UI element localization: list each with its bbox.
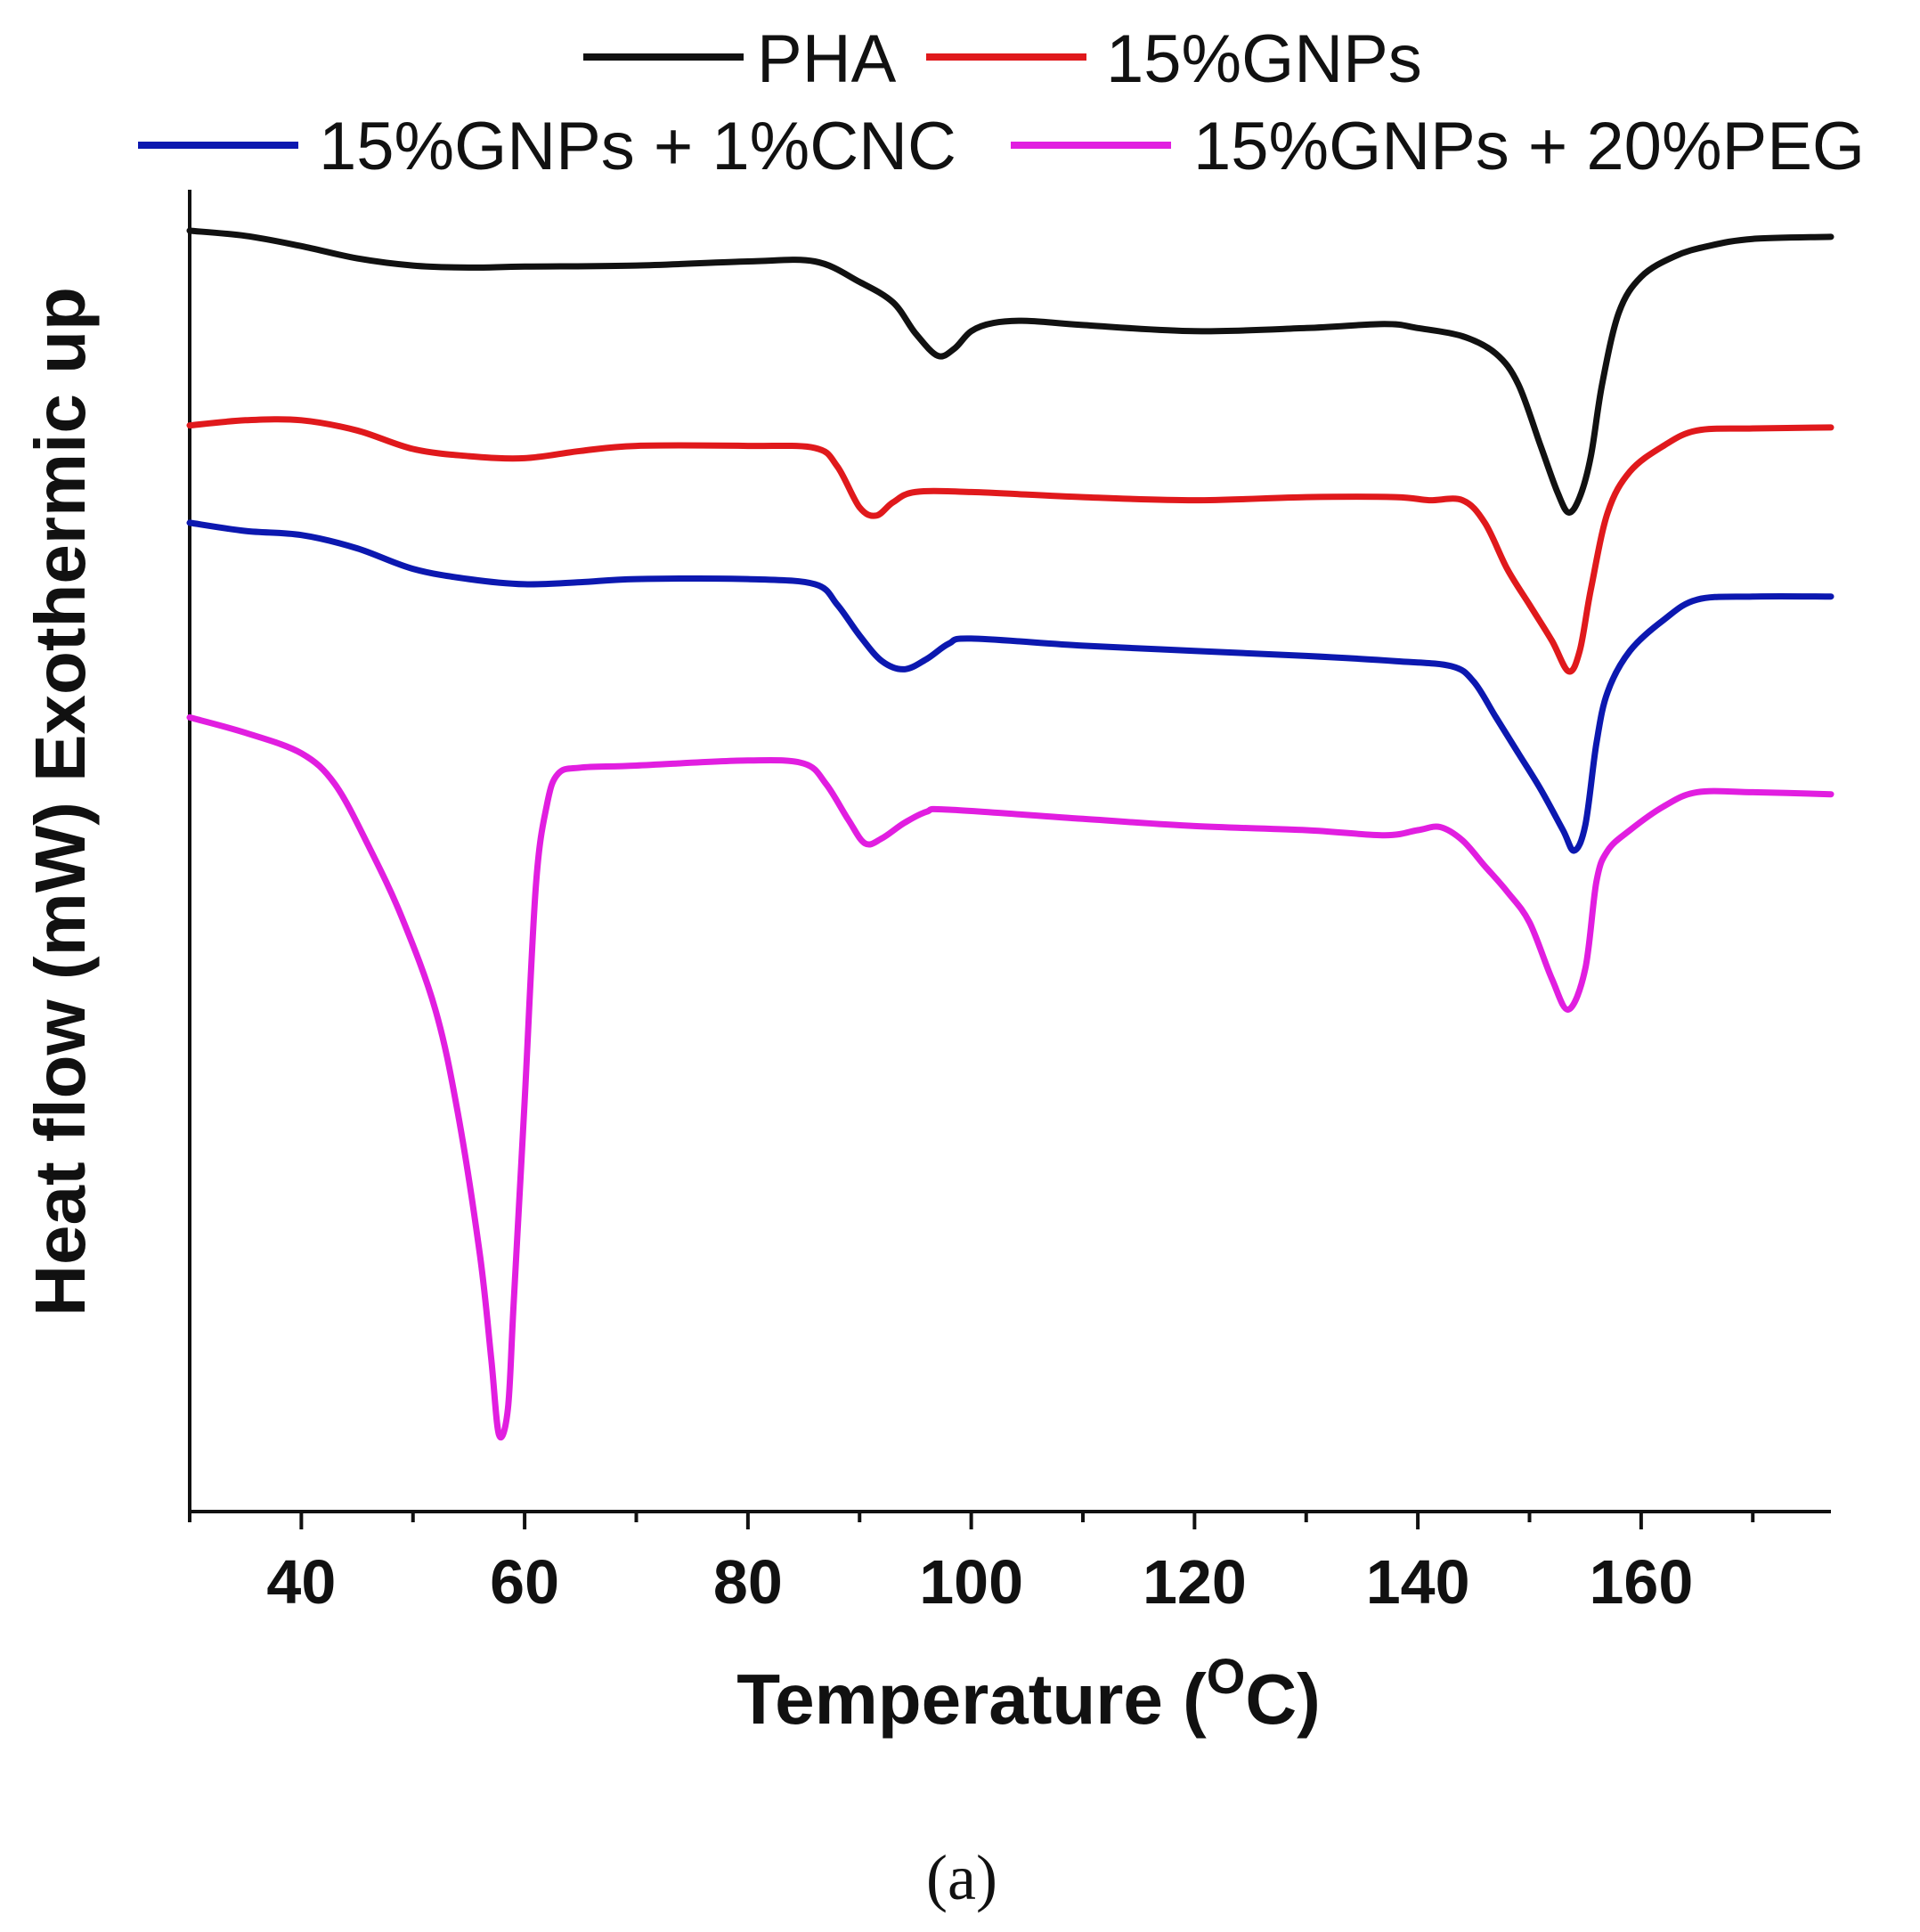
x-axis-title-main: Temperature ( [736,1659,1207,1739]
x-tick-label: 60 [490,1547,559,1617]
x-axis-title: Temperature (OC) [736,1648,1321,1739]
legend: PHA 15%GNPs 15%GNPs + 1%CNC 15%GNPs + 20… [138,21,1865,184]
axes: 40 60 80 100 120 140 160 [188,190,1831,1617]
x-tick-label: 100 [919,1547,1023,1617]
legend-label-15gnps-1cnc: 15%GNPs + 1%CNC [319,109,956,184]
x-tick-label: 120 [1143,1547,1247,1617]
y-axis-title: Heat flow (mW) Exothermic up [20,287,100,1317]
curve-15gnps-20peg [186,713,1835,1441]
x-axis-title-degree: O [1207,1648,1246,1704]
x-tick-label: 160 [1589,1547,1693,1617]
x-tick-label: 80 [713,1547,783,1617]
x-tick-label: 140 [1366,1547,1470,1617]
legend-label-15gnps-20peg: 15%GNPs + 20%PEG [1193,109,1865,184]
x-axis-title-unit: C) [1245,1659,1320,1739]
x-axis-ticks: 40 60 80 100 120 140 160 [188,1512,1755,1617]
legend-label-15gnps: 15%GNPs [1106,21,1422,97]
curve-15gnps [186,416,1835,675]
curve-15gnps-1cnc [186,519,1835,854]
x-tick-label: 40 [266,1547,336,1617]
figure-caption: (a) [926,1842,997,1913]
legend-label-pha: PHA [757,21,897,97]
plot-area [186,227,1835,1441]
curve-pha [186,227,1835,516]
